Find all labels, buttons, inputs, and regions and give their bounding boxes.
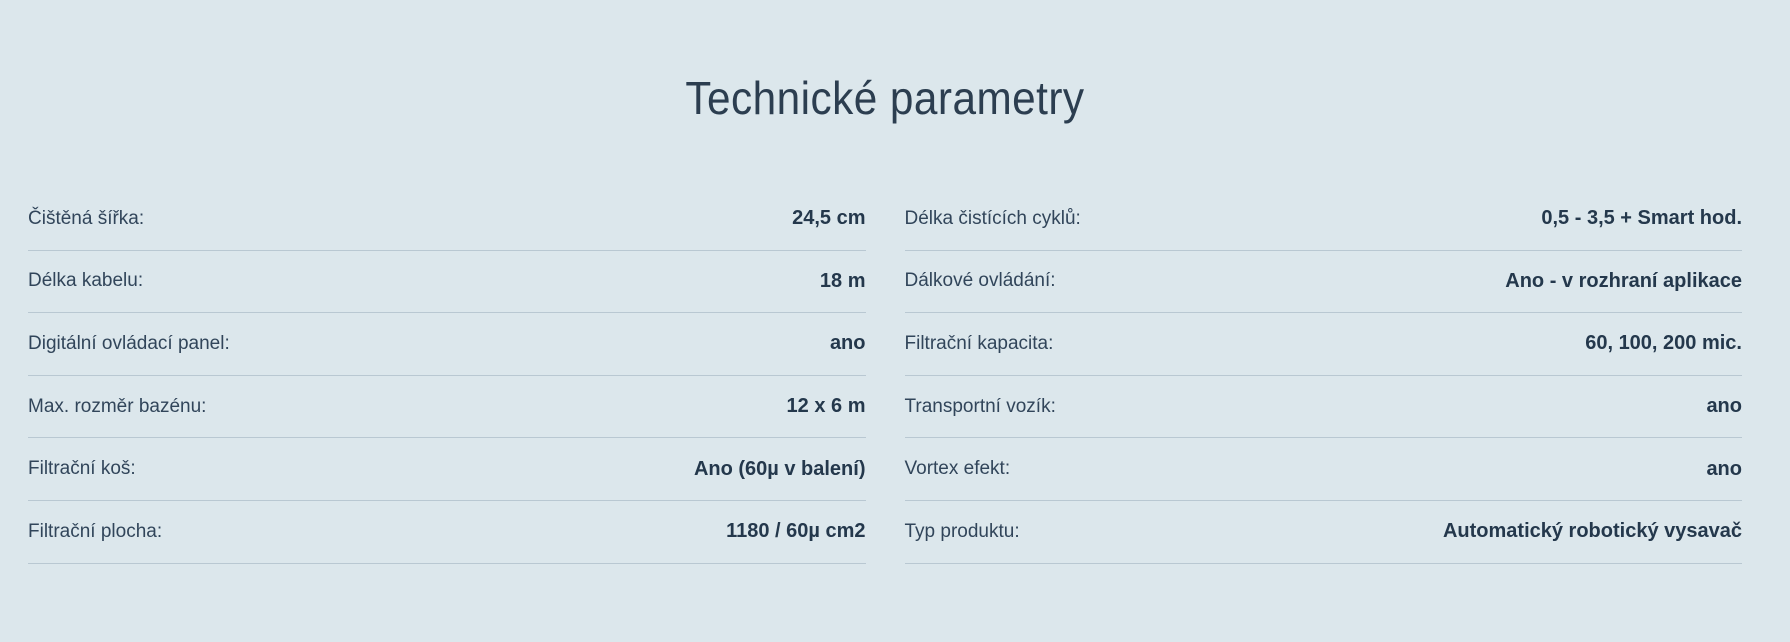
table-row: Vortex efekt: ano (904, 438, 1742, 501)
table-row: Délka čistících cyklů: 0,5 - 3,5 + Smart … (904, 188, 1742, 251)
section-title-text: Technické parametry (685, 71, 1085, 124)
table-row: Čištěná šířka: 24,5 cm (28, 188, 866, 251)
table-row: Typ produktu: Automatický robotický vysav… (904, 501, 1742, 564)
table-row: Délka kabelu: 18 m (28, 251, 866, 314)
table-row: Dálkové ovládání: Ano - v rozhraní aplika… (904, 251, 1742, 314)
param-label: Max. rozměr bazénu: (28, 395, 207, 417)
param-value: ano (829, 332, 866, 355)
param-value: Ano (60µ v balení) (693, 457, 866, 480)
param-value: Automatický robotický vysavač (1442, 520, 1742, 543)
param-value: 18 m (819, 269, 866, 292)
param-value: 60, 100, 200 mic. (1585, 332, 1742, 355)
param-label: Délka kabelu: (28, 270, 144, 292)
param-value: 0,5 - 3,5 + Smart hod. (1541, 207, 1742, 230)
param-label: Dálkové ovládání: (904, 270, 1056, 292)
param-label: Transportní vozík: (904, 395, 1056, 417)
param-value: 24,5 cm (792, 207, 866, 230)
table-row: Digitální ovládací panel: ano (28, 313, 866, 376)
section-title: Technické parametry (28, 0, 1742, 126)
table-row: Transportní vozík: ano (904, 376, 1742, 439)
param-label: Čištěná šířka: (28, 207, 145, 229)
param-label: Délka čistících cyklů: (904, 207, 1081, 229)
param-value: 12 x 6 m (786, 395, 866, 418)
param-label: Typ produktu: (904, 520, 1020, 542)
param-label: Filtrační kapacita: (904, 332, 1054, 354)
parameters-column-right: Délka čistících cyklů: 0,5 - 3,5 + Smart … (904, 188, 1742, 564)
param-label: Vortex efekt: (904, 458, 1011, 480)
table-row: Filtrační koš: Ano (60µ v balení) (28, 438, 866, 501)
table-row: Max. rozměr bazénu: 12 x 6 m (28, 376, 866, 439)
param-value: ano (1706, 395, 1742, 418)
param-value: 1180 / 60µ cm2 (726, 520, 866, 543)
parameters-column-left: Čištěná šířka: 24,5 cm Délka kabelu: 18 m Di… (28, 188, 866, 564)
param-label: Digitální ovládací panel: (28, 332, 230, 354)
param-value: Ano - v rozhraní aplikace (1505, 269, 1742, 292)
param-label: Filtrační koš: (28, 458, 136, 480)
table-row: Filtrační kapacita: 60, 100, 200 mic. (904, 313, 1742, 376)
param-value: ano (1706, 457, 1742, 480)
param-label: Filtrační plocha: (28, 520, 163, 542)
table-row: Filtrační plocha: 1180 / 60µ cm2 (28, 501, 866, 564)
parameters-table: Čištěná šířka: 24,5 cm Délka kabelu: 18 m Di… (28, 188, 1742, 564)
